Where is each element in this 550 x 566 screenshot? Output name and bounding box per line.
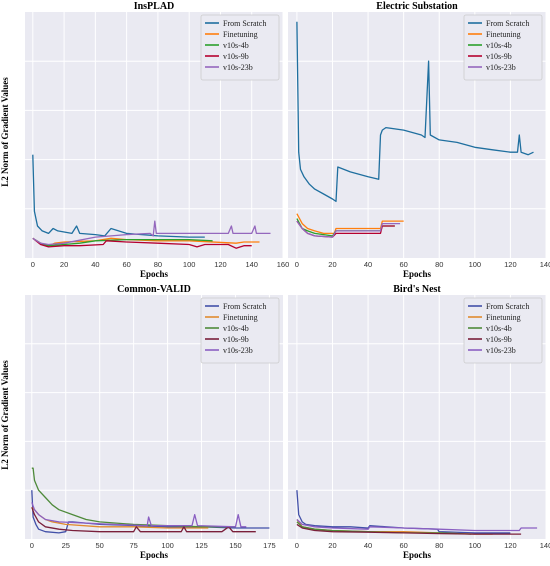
x-tick-label: 0	[295, 260, 299, 269]
x-tick-label: 75	[129, 541, 137, 550]
series-line-4	[296, 220, 401, 238]
x-tick-label: 80	[435, 260, 443, 269]
legend-label: v10s-9b	[223, 335, 249, 344]
x-tick-label: 60	[399, 541, 407, 550]
legend-label: From Scratch	[486, 302, 529, 311]
x-axis-label: Epochs	[403, 269, 432, 279]
x-tick-label: 125	[195, 541, 208, 550]
series-line-4	[31, 502, 247, 528]
legend-label: v10s-4b	[486, 41, 512, 50]
x-tick-label: 20	[328, 541, 336, 550]
x-tick-label: 50	[96, 541, 104, 550]
legend-label: Finetuning	[486, 313, 521, 322]
x-tick-label: 120	[504, 541, 517, 550]
x-tick-label: 100	[183, 260, 196, 269]
legend	[463, 297, 543, 364]
series-line-1	[296, 213, 404, 235]
ylabel-bottom: L2 Norm of Gradient Values	[0, 360, 10, 470]
legend-label: Finetuning	[223, 313, 258, 322]
x-tick-label: 40	[91, 260, 99, 269]
chart-panel-3: 0 20 40 60 80 100 120 140 Bird's Nest Epochs From …	[288, 284, 550, 560]
legend-label: From Scratch	[223, 302, 266, 311]
x-tick-label: 175	[263, 541, 276, 550]
chart-title: Common-VALID	[117, 284, 191, 295]
x-tick-label: 0	[31, 260, 35, 269]
legend	[200, 297, 280, 364]
x-tick-label: 0	[30, 541, 34, 550]
x-axis-label: Epochs	[403, 550, 432, 560]
ylabel-top: L2 Norm of Gradient Values	[0, 77, 10, 187]
series-line-3	[296, 523, 522, 535]
legend-label: v10s-9b	[486, 335, 512, 344]
x-tick-label: 100	[469, 541, 482, 550]
series-line-0	[296, 490, 511, 534]
x-axis-label: Epochs	[140, 269, 169, 279]
x-tick-label: 120	[504, 260, 517, 269]
legend-label: Finetuning	[486, 30, 521, 39]
chart-panel-2: 0 25 50 75 100 125 150 175 Common-VALID Epochs Fro…	[25, 284, 283, 560]
legend-label: v10s-4b	[486, 324, 512, 333]
x-tick-label: 20	[328, 260, 336, 269]
series-line-4	[32, 220, 271, 246]
x-axis-label: Epochs	[140, 550, 169, 560]
legend-label: v10s-23b	[486, 346, 516, 355]
x-tick-label: 140	[540, 260, 550, 269]
x-tick-label: 60	[399, 260, 407, 269]
legend-label: From Scratch	[223, 19, 266, 28]
legend-label: v10s-23b	[223, 63, 253, 72]
legend	[200, 14, 280, 81]
legend	[463, 14, 543, 81]
x-tick-label: 40	[364, 541, 372, 550]
x-tick-label: 150	[229, 541, 242, 550]
chart-panel-1: 0 20 40 60 80 100 120 140 Electric Substation Epo…	[288, 1, 550, 279]
x-tick-label: 120	[214, 260, 227, 269]
series-line-4	[296, 519, 538, 532]
chart-title: Bird's Nest	[393, 284, 441, 295]
legend-label: v10s-4b	[223, 324, 249, 333]
x-tick-label: 60	[122, 260, 130, 269]
series-line-3	[31, 507, 256, 533]
x-tick-label: 140	[540, 541, 550, 550]
chart-title: Electric Substation	[376, 1, 458, 12]
chart-title: InsPLAD	[134, 1, 175, 12]
x-tick-label: 40	[364, 260, 372, 269]
legend-label: Finetuning	[223, 30, 258, 39]
x-tick-label: 140	[245, 260, 258, 269]
legend-label: v10s-23b	[486, 63, 516, 72]
x-tick-label: 100	[161, 541, 174, 550]
legend-label: v10s-9b	[223, 52, 249, 61]
x-tick-label: 100	[469, 260, 482, 269]
legend-label: v10s-23b	[223, 346, 253, 355]
x-tick-label: 0	[295, 541, 299, 550]
legend-label: From Scratch	[486, 19, 529, 28]
series-line-0	[296, 21, 534, 203]
x-tick-label: 80	[154, 260, 162, 269]
x-tick-label: 25	[62, 541, 70, 550]
x-tick-label: 160	[277, 260, 290, 269]
series-line-3	[32, 237, 252, 249]
legend-label: v10s-4b	[223, 41, 249, 50]
x-tick-label: 80	[435, 541, 443, 550]
legend-label: v10s-9b	[486, 52, 512, 61]
chart-panel-0: 0 20 40 60 80 100 120 140 160 InsPLAD Epochs From S…	[25, 1, 289, 279]
x-tick-label: 20	[60, 260, 68, 269]
